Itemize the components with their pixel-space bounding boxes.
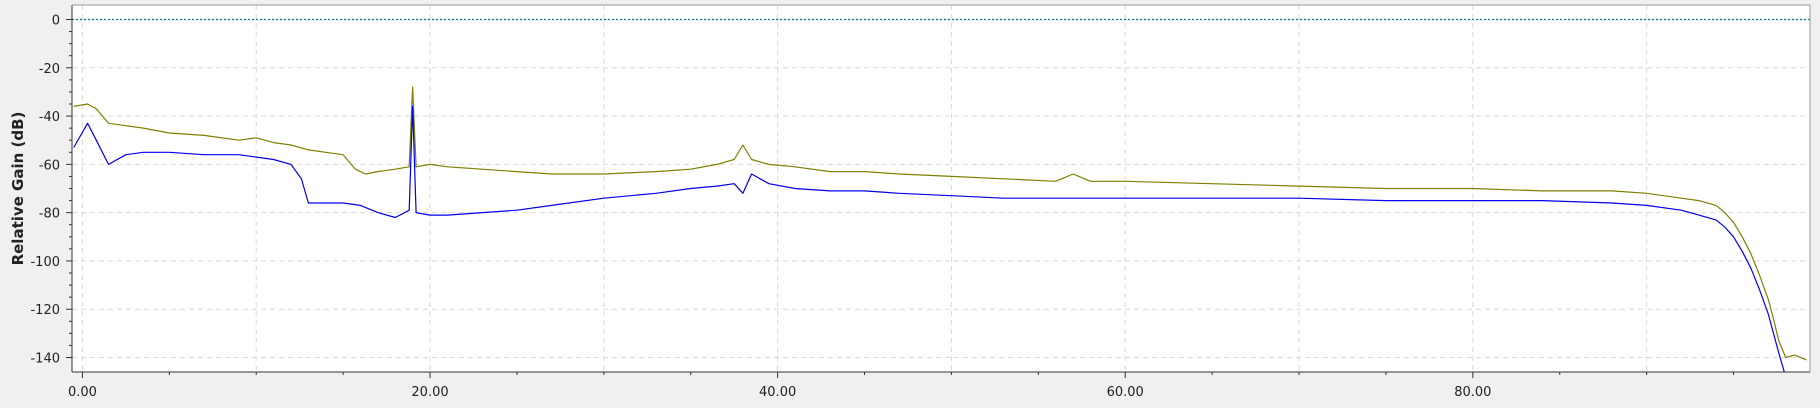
grid-layer [72, 5, 1810, 372]
x-tick-label: 20.00 [411, 385, 448, 400]
y-tick-label: -120 [30, 303, 60, 318]
y-tick-label: -20 [39, 62, 60, 77]
axis-layer: 0 -20 -40 -60 -80 -100 -120 -140 0.00 20.00 40.00 6… [30, 4, 1811, 400]
series-olive-line [73, 86, 1807, 361]
y-tick-label: -80 [39, 207, 60, 222]
series-layer [72, 18, 1810, 372]
y-tick-label: -60 [39, 158, 60, 173]
x-tick-label: 0.00 [68, 385, 97, 400]
series-blue-line [73, 105, 1795, 372]
plot-area [72, 5, 1810, 372]
y-tick-label: -100 [30, 255, 60, 270]
y-axis-label: Relative Gain (dB) [9, 112, 27, 266]
x-tick-label: 80.00 [1454, 385, 1491, 400]
x-tick-label: 60.00 [1107, 385, 1144, 400]
x-tick-label: 40.00 [759, 385, 796, 400]
y-tick-label: 0 [52, 13, 60, 28]
y-tick-label: -140 [30, 352, 60, 367]
y-tick-label: -40 [39, 110, 60, 125]
